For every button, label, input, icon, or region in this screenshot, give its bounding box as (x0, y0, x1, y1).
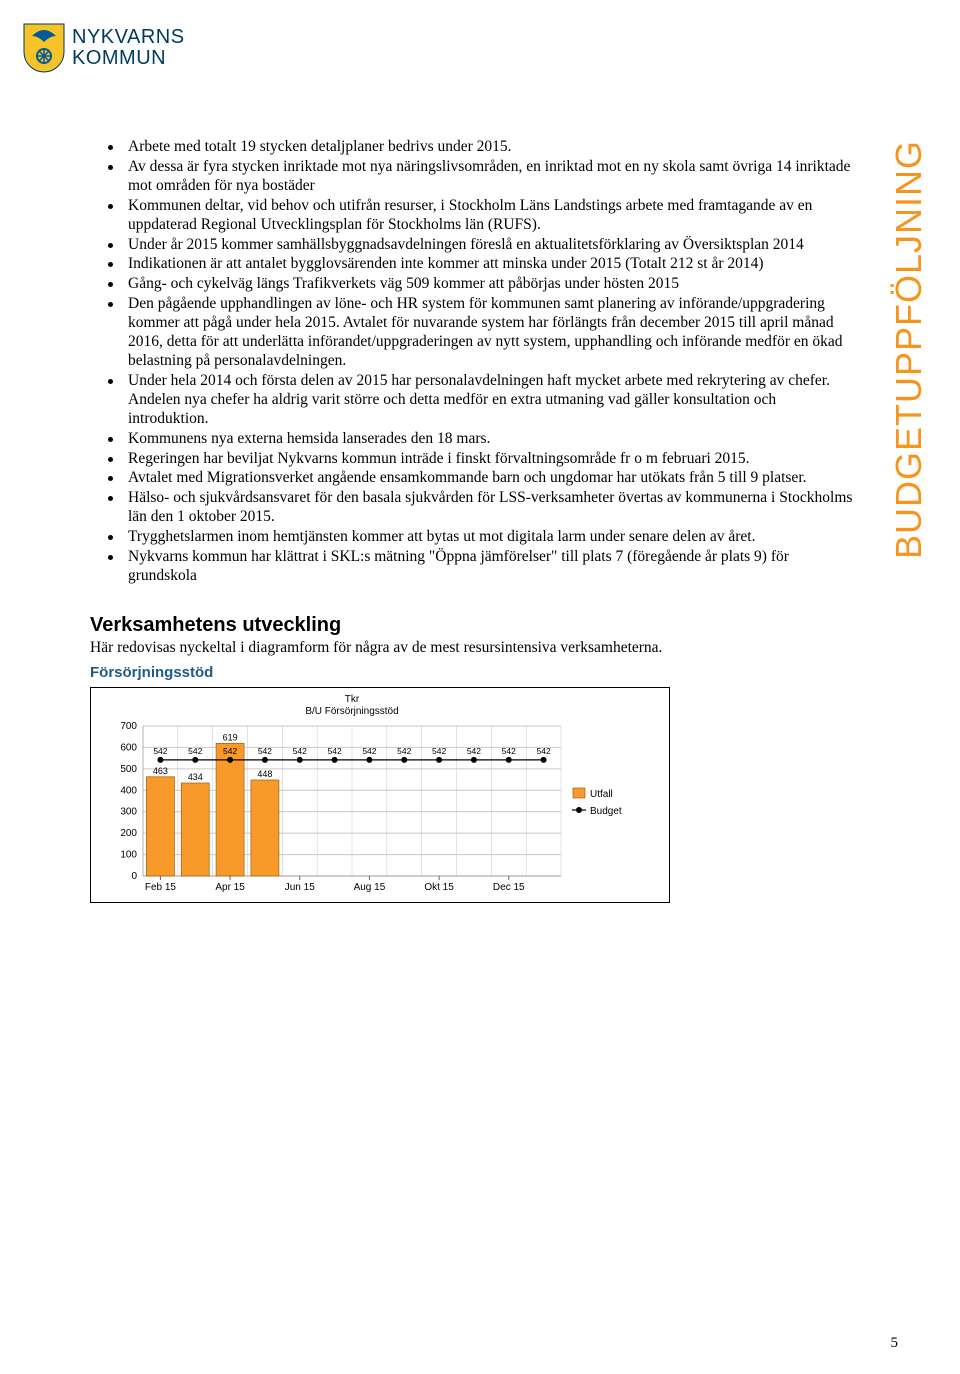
svg-text:500: 500 (120, 764, 137, 775)
svg-text:300: 300 (120, 806, 137, 817)
bullet-item: Nykvarns kommun har klättrat i SKL:s mät… (90, 548, 860, 586)
bullet-item: Hälso- och sjukvårdsansvaret för den bas… (90, 489, 860, 527)
svg-text:Utfall: Utfall (590, 789, 613, 800)
bullet-item: Under hela 2014 och första delen av 2015… (90, 372, 860, 429)
bullet-item: Gång- och cykelväg längs Trafikverkets v… (90, 275, 860, 294)
svg-text:542: 542 (536, 746, 550, 756)
bullet-item: Indikationen är att antalet bygglovsären… (90, 255, 860, 274)
svg-text:434: 434 (188, 772, 203, 782)
main-content: Arbete med totalt 19 stycken detaljplane… (90, 138, 860, 903)
svg-text:542: 542 (153, 746, 167, 756)
bullet-item: Trygghetslarmen inom hemtjänsten kommer … (90, 528, 860, 547)
svg-text:542: 542 (397, 746, 411, 756)
logo-line-2: KOMMUN (72, 48, 185, 69)
svg-text:200: 200 (120, 828, 137, 839)
bullet-item: Kommunens nya externa hemsida lanserades… (90, 430, 860, 449)
bullet-list: Arbete med totalt 19 stycken detaljplane… (90, 138, 860, 586)
svg-text:542: 542 (502, 746, 516, 756)
svg-text:542: 542 (327, 746, 341, 756)
svg-text:Apr 15: Apr 15 (215, 882, 245, 893)
subsection-heading: Försörjningsstöd (90, 664, 860, 681)
svg-text:600: 600 (120, 742, 137, 753)
svg-text:463: 463 (153, 766, 168, 776)
bar-line-chart: TkrB/U Försörjningsstöd 0 100 200 300 400 500 6… (91, 688, 669, 902)
shield-icon (22, 22, 66, 74)
svg-text:Budget: Budget (590, 806, 622, 817)
page-number: 5 (891, 1335, 899, 1352)
svg-text:700: 700 (120, 721, 137, 732)
svg-text:619: 619 (223, 732, 238, 742)
logo-text: NYKVARNS KOMMUN (72, 27, 185, 69)
svg-text:0: 0 (131, 871, 137, 882)
section-intro: Här redovisas nyckeltal i diagramform fö… (90, 639, 860, 658)
bullet-item: Av dessa är fyra stycken inriktade mot n… (90, 158, 860, 196)
bullet-item: Under år 2015 kommer samhällsbyggnadsavd… (90, 236, 860, 255)
svg-text:Dec 15: Dec 15 (493, 882, 525, 893)
municipality-logo: NYKVARNS KOMMUN (22, 22, 185, 74)
svg-text:Jun 15: Jun 15 (285, 882, 315, 893)
chart-container: TkrB/U Försörjningsstöd 0 100 200 300 400 500 6… (90, 687, 670, 903)
bullet-item: Den pågående upphandlingen av löne- och … (90, 295, 860, 371)
bullet-item: Avtalet med Migrationsverket angående en… (90, 469, 860, 488)
svg-text:542: 542 (467, 746, 481, 756)
svg-text:Feb 15: Feb 15 (145, 882, 177, 893)
svg-text:542: 542 (223, 746, 237, 756)
svg-text:B/U Försörjningsstöd: B/U Försörjningsstöd (305, 706, 398, 717)
svg-text:400: 400 (120, 785, 137, 796)
bullet-item: Kommunen deltar, vid behov och utifrån r… (90, 197, 860, 235)
svg-text:Okt 15: Okt 15 (424, 882, 454, 893)
svg-text:Aug 15: Aug 15 (354, 882, 386, 893)
bullet-item: Regeringen har beviljat Nykvarns kommun … (90, 450, 860, 469)
svg-text:542: 542 (362, 746, 376, 756)
svg-text:100: 100 (120, 849, 137, 860)
svg-text:542: 542 (432, 746, 446, 756)
svg-text:542: 542 (293, 746, 307, 756)
svg-text:542: 542 (188, 746, 202, 756)
svg-text:542: 542 (258, 746, 272, 756)
section-heading: Verksamhetens utveckling (90, 614, 860, 637)
svg-text:Tkr: Tkr (345, 694, 360, 705)
bullet-item: Arbete med totalt 19 stycken detaljplane… (90, 138, 860, 157)
svg-text:448: 448 (257, 769, 272, 779)
side-label: BUDGETUPPFÖLJNING (888, 140, 930, 559)
logo-line-1: NYKVARNS (72, 27, 185, 48)
